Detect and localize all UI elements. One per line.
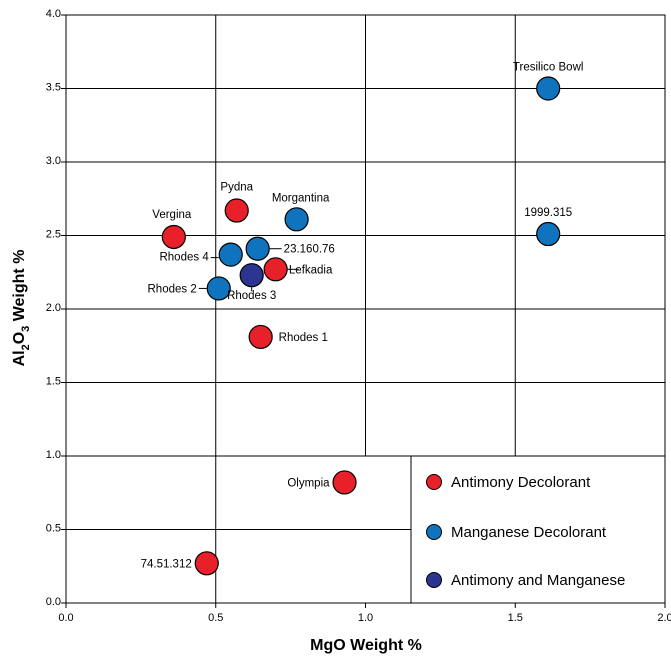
y-tick-label: 1.0	[46, 449, 61, 461]
y-axis-title: Al2O3 Weight %	[11, 250, 32, 367]
point-label: Rhodes 3	[227, 290, 276, 302]
y-title-al: Al	[11, 350, 28, 366]
y-title-sub-3: 3	[20, 326, 32, 332]
point-label: Rhodes 1	[279, 332, 328, 344]
data-point	[245, 236, 270, 261]
y-tick-label: 3.0	[46, 155, 61, 167]
point-labels: Pydna Vergina Lefkadia Rhodes 1 Olympia 74.51…	[141, 62, 584, 571]
grid	[65, 14, 666, 604]
point-label: Lefkadia	[289, 264, 333, 276]
y-tick-label: 2.5	[46, 229, 61, 241]
legend-swatch	[426, 524, 442, 540]
point-label: 23.160.76	[284, 244, 335, 256]
y-tick-label: 1.5	[46, 376, 61, 388]
x-tick-label: 1.5	[508, 612, 523, 624]
y-tick-label: 0.0	[46, 596, 61, 608]
data-point	[332, 470, 357, 495]
data-point	[161, 224, 186, 250]
y-axis-ticks: 0.0 0.5 1.0 1.5 2.0 2.5 3.0 3.5 4.0	[46, 8, 66, 608]
data-point	[248, 324, 273, 350]
legend-entry: Antimony and Manganese	[451, 572, 625, 589]
leader-lines	[198, 248, 299, 292]
x-tick-label: 0.0	[58, 612, 73, 624]
data-point	[239, 263, 264, 288]
point-label: 1999.315	[524, 207, 572, 219]
y-title-rest: Weight %	[11, 250, 28, 326]
legend-entry: Antimony Decolorant	[451, 474, 591, 491]
legend: Antimony Decolorant Manganese Decolorant A…	[426, 474, 625, 589]
y-tick-label: 2.0	[46, 302, 61, 314]
point-label: Pydna	[220, 182, 253, 194]
y-title-sub-2: 2	[20, 344, 32, 350]
point-label: Tresilico Bowl	[513, 62, 584, 74]
legend-swatch	[426, 572, 442, 588]
data-point	[206, 276, 231, 301]
point-label: Olympia	[287, 477, 330, 489]
legend-entry: Manganese Decolorant	[451, 524, 607, 541]
data-point	[536, 221, 561, 247]
y-tick-label: 0.5	[46, 523, 61, 535]
point-label: Vergina	[152, 209, 192, 221]
data-point	[284, 207, 309, 232]
legend-swatch	[426, 474, 442, 490]
data-point	[263, 257, 288, 282]
data-point	[536, 76, 561, 101]
y-tick-label: 3.5	[46, 82, 61, 94]
y-title-o: O	[11, 332, 28, 344]
data-point	[224, 198, 249, 223]
point-label: Rhodes 4	[159, 252, 209, 264]
point-label: 74.51.312	[141, 558, 192, 570]
data-point	[194, 551, 219, 576]
x-axis-ticks: 0.0 0.5 1.0 1.5 2.0	[58, 603, 671, 624]
x-tick-label: 2.0	[657, 612, 671, 624]
data-points	[161, 76, 561, 576]
x-tick-label: 1.0	[358, 612, 373, 624]
x-tick-label: 0.5	[208, 612, 223, 624]
data-point	[218, 242, 243, 267]
x-axis-title: MgO Weight %	[310, 637, 422, 654]
point-label: Rhodes 2	[148, 283, 197, 295]
point-label: Morgantina	[272, 192, 330, 204]
y-tick-label: 4.0	[46, 8, 61, 20]
